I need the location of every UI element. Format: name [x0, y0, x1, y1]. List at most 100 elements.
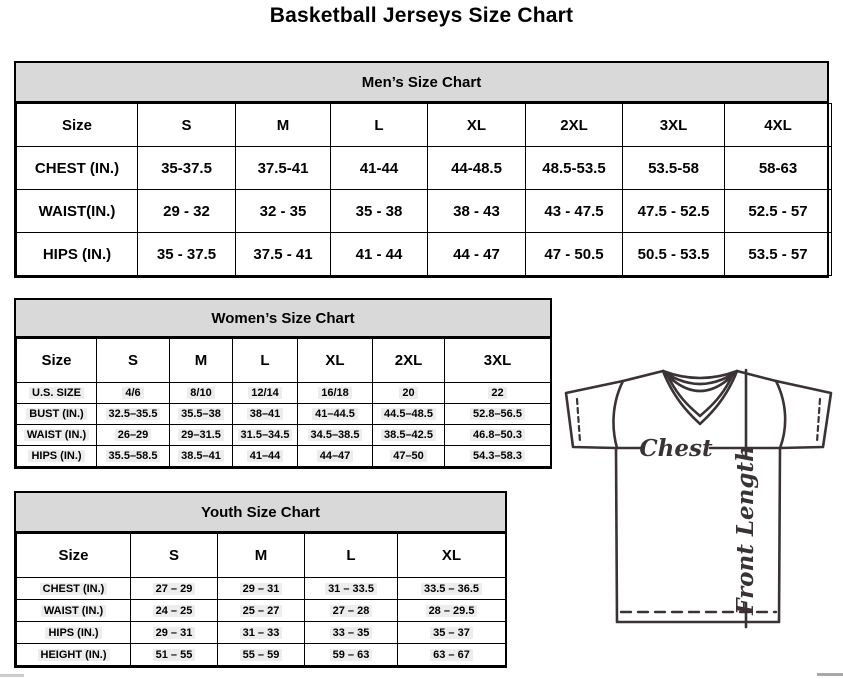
cell-text: 28 – 29.5: [425, 604, 478, 617]
column-header: 3XL: [622, 103, 725, 147]
jersey-left-cuff-dash: [575, 397, 582, 444]
table-row: HIPS (IN.) 29 – 31 31 – 33 33 – 35 35 – 37: [16, 621, 506, 644]
jersey-right-cuff-dash: [815, 397, 822, 444]
value-cell: 37.5 - 41: [235, 232, 331, 276]
header-row: Size S M L XL 2XL 3XL: [16, 338, 551, 383]
value-cell: 51 – 55: [130, 643, 218, 666]
value-cell: 31.5–34.5: [232, 424, 298, 446]
row-label-cell: WAIST (IN.): [16, 599, 131, 622]
cell-text: 44–47: [316, 450, 354, 462]
page-title: Basketball Jerseys Size Chart: [269, 4, 574, 27]
value-cell: 53.5 - 57: [724, 232, 832, 276]
row-label-cell: HIPS (IN.): [16, 445, 97, 467]
scrollbar-fragment-right[interactable]: [817, 673, 843, 676]
cell-text: 38–41: [246, 408, 284, 420]
cell-text: 38.5–41: [178, 450, 224, 462]
cell-text: 33.5 – 36.5: [420, 582, 483, 595]
column-header: L: [330, 103, 428, 147]
cell-text: 12/14: [248, 387, 282, 399]
value-cell: 52.8–56.5: [444, 403, 551, 425]
cell-text: 55 – 59: [239, 648, 283, 661]
column-header: Size: [16, 533, 131, 578]
value-cell: 29–31.5: [169, 424, 233, 446]
value-cell: 26–29: [96, 424, 170, 446]
cell-text: 25 – 27: [239, 604, 283, 617]
cell-text: 47–50: [390, 450, 427, 462]
column-header: Size: [16, 103, 138, 147]
cell-text: 31.5–34.5: [237, 429, 293, 441]
header-row: Size S M L XL 2XL 3XL 4XL: [16, 103, 832, 147]
column-header: XL: [297, 338, 373, 383]
cell-text: 31 – 33: [239, 626, 283, 639]
value-cell: 35 - 38: [330, 189, 428, 233]
jersey-left-seam: [612, 379, 625, 450]
table-row: WAIST (IN.) 24 – 25 25 – 27 27 – 28 28 – 29.…: [16, 599, 506, 622]
column-header: M: [169, 338, 233, 383]
value-cell: 32 - 35: [235, 189, 331, 233]
value-cell: 35.5–38: [169, 403, 233, 425]
value-cell: 28 – 29.5: [397, 599, 506, 622]
table-title: Youth Size Chart: [16, 493, 505, 533]
value-cell: 44–47: [297, 445, 373, 467]
column-header: M: [217, 533, 305, 578]
size-table-grid: Size S M L XL 2XL 3XL 4XL CHEST (IN.) 35-37.5 37.5…: [16, 103, 832, 276]
column-header: L: [232, 338, 298, 383]
row-label-cell: HEIGHT (IN.): [16, 643, 131, 666]
table-row: HIPS (IN.) 35 - 37.5 37.5 - 41 41 - 44 44 - …: [16, 232, 832, 276]
row-label-cell: HIPS (IN.): [16, 621, 131, 644]
table-row: CHEST (IN.) 27 – 29 29 – 31 31 – 33.5 33.5 –…: [16, 577, 506, 600]
table-row: HIPS (IN.) 35.5–58.5 38.5–41 41–44 44–47 47–5…: [16, 445, 551, 467]
cell-text: WAIST (IN.): [23, 429, 90, 441]
value-cell: 27 – 28: [304, 599, 398, 622]
column-header: S: [130, 533, 218, 578]
cell-text: 31 – 33.5: [325, 582, 377, 595]
value-cell: 48.5-53.5: [525, 146, 623, 190]
value-cell: 32.5–35.5: [96, 403, 170, 425]
value-cell: 31 – 33: [217, 621, 305, 644]
cell-text: 46.8–50.3: [470, 429, 525, 441]
value-cell: 35 – 37: [397, 621, 506, 644]
value-cell: 38–41: [232, 403, 298, 425]
value-cell: 27 – 29: [130, 577, 218, 600]
value-cell: 22: [444, 382, 551, 404]
cell-text: BUST (IN.): [26, 408, 87, 420]
table-row: BUST (IN.) 32.5–35.5 35.5–38 38–41 41–44.5 44…: [16, 403, 551, 425]
value-cell: 20: [372, 382, 445, 404]
table-row: WAIST (IN.) 26–29 29–31.5 31.5–34.5 34.5–38.…: [16, 424, 551, 446]
cell-text: 22: [488, 387, 507, 399]
value-cell: 46.8–50.3: [444, 424, 551, 446]
row-label-cell: CHEST (IN.): [16, 146, 138, 190]
header-row: Size S M L XL: [16, 533, 506, 578]
column-header: S: [137, 103, 236, 147]
cell-text: 54.3–58.3: [470, 450, 525, 462]
column-header: 2XL: [525, 103, 623, 147]
scrollbar-fragment-left[interactable]: [0, 674, 24, 677]
row-label-cell: BUST (IN.): [16, 403, 97, 425]
value-cell: 24 – 25: [130, 599, 218, 622]
cell-text: 38.5–42.5: [381, 429, 436, 441]
value-cell: 52.5 - 57: [724, 189, 832, 233]
column-header: XL: [397, 533, 506, 578]
cell-text: 52.8–56.5: [470, 408, 525, 420]
value-cell: 59 – 63: [304, 643, 398, 666]
cell-text: 44.5–48.5: [381, 408, 436, 420]
cell-text: WAIST (IN.): [40, 604, 107, 617]
chest-label: Chest: [639, 435, 713, 462]
value-cell: 47.5 - 52.5: [622, 189, 725, 233]
column-header: Size: [16, 338, 97, 383]
value-cell: 43 - 47.5: [525, 189, 623, 233]
value-cell: 41–44: [232, 445, 298, 467]
column-header: XL: [427, 103, 526, 147]
table-row: CHEST (IN.) 35-37.5 37.5-41 41-44 44-48.5 48.…: [16, 146, 832, 190]
cell-text: 24 – 25: [152, 604, 196, 617]
cell-text: 29 – 31: [152, 626, 196, 639]
cell-text: 41–44.5: [312, 408, 358, 420]
jersey-measurement-diagram: Chest Front Length: [564, 368, 833, 629]
cell-text: 33 – 35: [329, 626, 373, 639]
value-cell: 47 - 50.5: [525, 232, 623, 276]
cell-text: 4/6: [122, 387, 144, 399]
value-cell: 53.5-58: [622, 146, 725, 190]
value-cell: 54.3–58.3: [444, 445, 551, 467]
cell-text: 27 – 28: [329, 604, 373, 617]
